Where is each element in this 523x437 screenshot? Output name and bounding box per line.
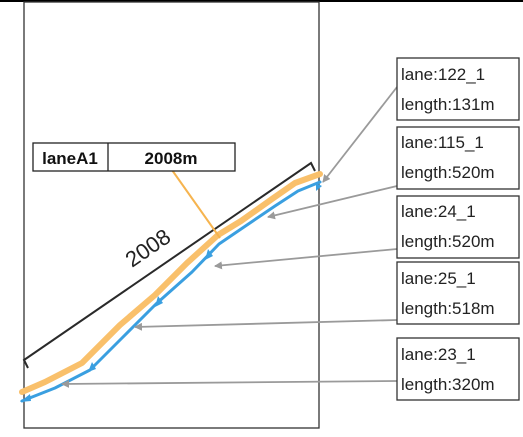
callout-lane-length: length:518m [401,299,495,318]
lane-path-blue [20,180,322,403]
callout-lane-id: lane:122_1 [401,65,485,84]
callout-lane-id: lane:25_1 [401,269,476,288]
callout-lane-id: lane:23_1 [401,345,476,364]
lane-direction-arrow [88,362,96,372]
callout-lane-length: length:131m [401,95,495,114]
callout-leader [322,86,398,183]
callout-lane-id: lane:24_1 [401,202,476,221]
callout-leader [134,319,398,331]
lane-label-name: laneA1 [42,149,98,168]
callout-lane-length: length:520m [401,232,495,251]
dimension-bracket [22,161,316,369]
lane-path-orange [19,171,323,395]
lane-label-length: 2008m [145,149,198,168]
map-frame [23,1,320,429]
callout-lane-length: length:520m [401,163,495,182]
callout-box-lane-122-1: lane:122_1 length:131m [396,57,520,121]
callout-box-lane-25-1: lane:25_1 length:518m [396,261,520,325]
callout-box-lane-115-1: lane:115_1 length:520m [396,126,520,190]
lane-direction-arrow [316,183,322,191]
callout-box-lane-24-1: lane:24_1 length:520m [396,195,520,259]
callout-lane-length: length:320m [401,375,495,394]
lane-direction-arrow [155,296,163,307]
callout-lane-id: lane:115_1 [401,133,484,152]
lane-direction-arrow [205,249,213,260]
callout-leader [61,379,398,388]
callout-box-lane-23-1: lane:23_1 length:320m [396,337,520,401]
callout-leader [267,185,398,220]
lane-direction-arrow [20,394,31,402]
dimension-label: 2008 [121,224,176,272]
lane-label-box: laneA1 2008m [32,142,236,172]
lane-label-leader [171,169,221,239]
callout-leader [214,248,398,270]
